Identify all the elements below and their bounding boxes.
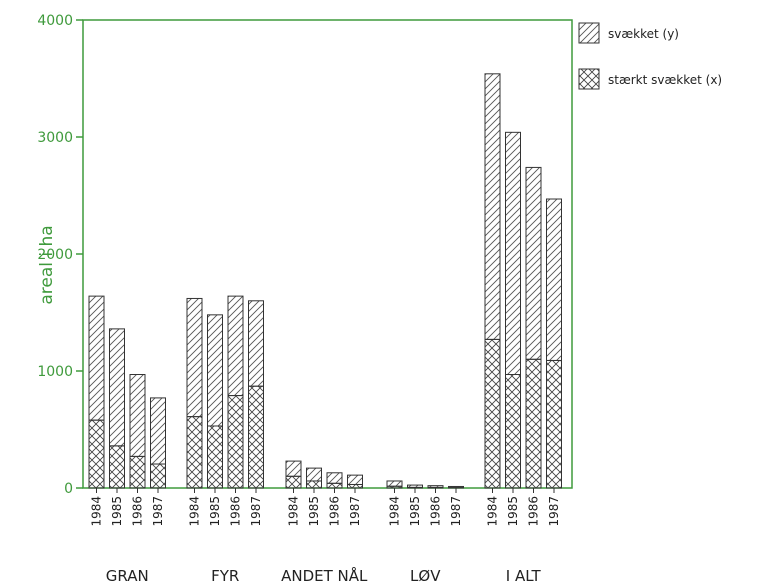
x-tick-label-year: 1984 <box>287 496 301 527</box>
y-tick-label: 2000 <box>37 247 73 263</box>
bar-svaekket-løv-1985 <box>407 484 423 488</box>
bar-svaekket-gran-1986 <box>129 374 146 457</box>
legend-label-svaekket: svækket (y) <box>608 27 679 41</box>
x-tick-label-year: 1987 <box>348 496 362 527</box>
x-tick-label-year: 1986 <box>328 496 342 527</box>
group-label-løv: LØV <box>410 567 441 585</box>
x-tick-label-year: 1984 <box>90 496 104 527</box>
x-tick-label-year: 1985 <box>110 496 124 527</box>
group-label-fyr: FYR <box>211 567 239 585</box>
bar-staerkt-svaekket-andet-nål-1987 <box>347 483 363 489</box>
bar-staerkt-svaekket-i-alt-1985 <box>505 374 521 489</box>
bar-svaekket-andet-nål-1986 <box>326 472 343 484</box>
bar-svaekket-i-alt-1987 <box>546 198 562 361</box>
bar-svaekket-fyr-1986 <box>227 295 244 397</box>
bar-svaekket-løv-1987 <box>448 485 464 489</box>
bar-svaekket-fyr-1985 <box>207 314 223 427</box>
y-tick-label: 1000 <box>37 364 73 380</box>
x-tick-label-year: 1985 <box>307 496 321 527</box>
bar-staerkt-svaekket-fyr-1987 <box>248 385 264 489</box>
legend-label-staerkt-svaekket: stærkt svækket (x) <box>608 73 722 87</box>
y-tick-label: 4000 <box>37 13 73 29</box>
x-tick-label-year: 1985 <box>506 496 520 527</box>
x-tick-label-year: 1984 <box>388 496 402 527</box>
y-tick-label: 3000 <box>37 130 73 146</box>
bar-svaekket-gran-1985 <box>109 328 125 447</box>
bar-staerkt-svaekket-gran-1986 <box>129 455 146 489</box>
y-axis-label: areal i ha <box>37 225 57 304</box>
bar-svaekket-andet-nål-1984 <box>285 460 302 477</box>
bar-svaekket-gran-1984 <box>88 295 105 421</box>
x-tick-label-year: 1986 <box>429 496 443 527</box>
x-tick-label-year: 1984 <box>486 496 500 527</box>
bar-staerkt-svaekket-fyr-1986 <box>227 395 244 489</box>
bar-svaekket-fyr-1984 <box>186 297 203 418</box>
bar-svaekket-i-alt-1985 <box>505 131 521 376</box>
bar-staerkt-svaekket-andet-nål-1986 <box>326 482 343 489</box>
bar-svaekket-i-alt-1984 <box>484 73 501 340</box>
group-label-i-alt: I ALT <box>506 567 542 585</box>
y-tick-label: 0 <box>64 481 73 497</box>
bar-svaekket-løv-1986 <box>427 485 444 488</box>
bar-svaekket-fyr-1987 <box>248 300 264 387</box>
x-tick-label-year: 1985 <box>408 496 422 527</box>
group-label-gran: GRAN <box>106 567 149 585</box>
bar-svaekket-gran-1987 <box>150 397 166 465</box>
legend: svækket (y) stærkt svækket (x) <box>578 22 722 90</box>
bar-svaekket-andet-nål-1987 <box>347 474 363 485</box>
legend-swatch-svaekket <box>578 22 600 44</box>
x-tick-label-year: 1986 <box>229 496 243 527</box>
bar-staerkt-svaekket-andet-nål-1985 <box>306 480 322 489</box>
bar-staerkt-svaekket-gran-1985 <box>109 445 125 489</box>
x-tick-label-year: 1984 <box>188 496 202 527</box>
bar-svaekket-løv-1984 <box>386 480 403 487</box>
bar-staerkt-svaekket-gran-1987 <box>150 463 166 489</box>
x-tick-label-year: 1986 <box>131 496 145 527</box>
x-tick-label-year: 1986 <box>527 496 541 527</box>
bar-staerkt-svaekket-fyr-1985 <box>207 425 223 489</box>
x-tick-label-year: 1987 <box>151 496 165 527</box>
x-tick-label-year: 1987 <box>249 496 263 527</box>
y-axis: 0 1000 2000 3000 4000 <box>37 13 83 497</box>
bar-staerkt-svaekket-i-alt-1987 <box>546 359 562 489</box>
x-axis: 1984 1985 1986 1987 GRAN 1984 1985 1986 1987 FYR 1… <box>90 488 561 585</box>
x-tick-label-year: 1987 <box>547 496 561 527</box>
legend-swatch-staerkt-svaekket <box>578 68 600 90</box>
bar-svaekket-i-alt-1986 <box>525 166 542 360</box>
group-label-andet-nål: ANDET NÅL <box>281 566 368 585</box>
x-tick-label-year: 1985 <box>208 496 222 527</box>
bar-staerkt-svaekket-i-alt-1984 <box>484 338 501 489</box>
bar-staerkt-svaekket-gran-1984 <box>88 419 105 489</box>
bar-staerkt-svaekket-fyr-1984 <box>186 416 203 489</box>
bar-staerkt-svaekket-i-alt-1986 <box>525 358 542 489</box>
bars <box>88 73 562 489</box>
x-tick-label-year: 1987 <box>449 496 463 527</box>
bar-svaekket-andet-nål-1985 <box>306 467 322 482</box>
bar-staerkt-svaekket-andet-nål-1984 <box>285 475 302 489</box>
